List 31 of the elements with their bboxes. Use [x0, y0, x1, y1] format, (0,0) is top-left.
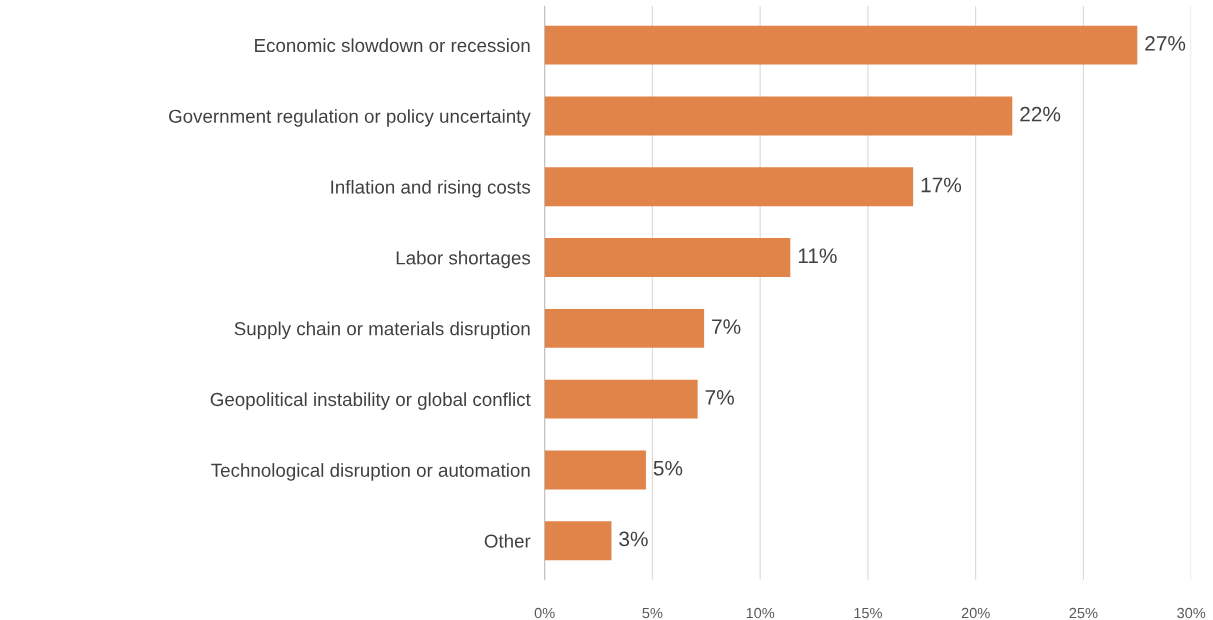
- x-tick-label: 5%: [642, 607, 663, 619]
- bar: [544, 450, 646, 490]
- bar: [544, 96, 1013, 136]
- x-tick-label: 15%: [854, 607, 882, 619]
- x-tick-label: 25%: [1069, 607, 1098, 619]
- data-label: 17%: [921, 177, 962, 193]
- x-tick-label: 30%: [1177, 607, 1206, 619]
- data-label: 22%: [1020, 106, 1061, 122]
- data-label: 7%: [712, 319, 741, 334]
- data-label: 7%: [705, 390, 734, 405]
- bar: [544, 238, 791, 278]
- y-tick-label: Labor shortages: [396, 250, 531, 269]
- x-tick-label: 10%: [746, 607, 775, 619]
- y-tick-label: Economic slowdown or recession: [255, 38, 530, 53]
- y-tick-label: Technological disruption or automation: [211, 463, 530, 481]
- data-label: 27%: [1145, 35, 1186, 51]
- bar: [544, 25, 1138, 65]
- x-tick-label: 20%: [961, 607, 990, 619]
- y-tick-label: Geopolitical instability or global conflict: [210, 392, 531, 410]
- data-label: 11%: [798, 248, 837, 264]
- y-tick-label: Inflation and rising costs: [331, 179, 531, 198]
- y-tick-label: Government regulation or policy uncertainty: [169, 109, 531, 127]
- y-tick-label: Supply chain or materials disruption: [234, 321, 530, 340]
- y-tick-label: Other: [484, 533, 531, 548]
- bar: [544, 308, 705, 348]
- data-label: 5%: [653, 460, 683, 476]
- bar: [544, 521, 612, 561]
- bar: [544, 379, 698, 419]
- x-tick-label: 0%: [534, 607, 555, 619]
- data-label: 3%: [619, 531, 648, 547]
- bar: [544, 167, 914, 207]
